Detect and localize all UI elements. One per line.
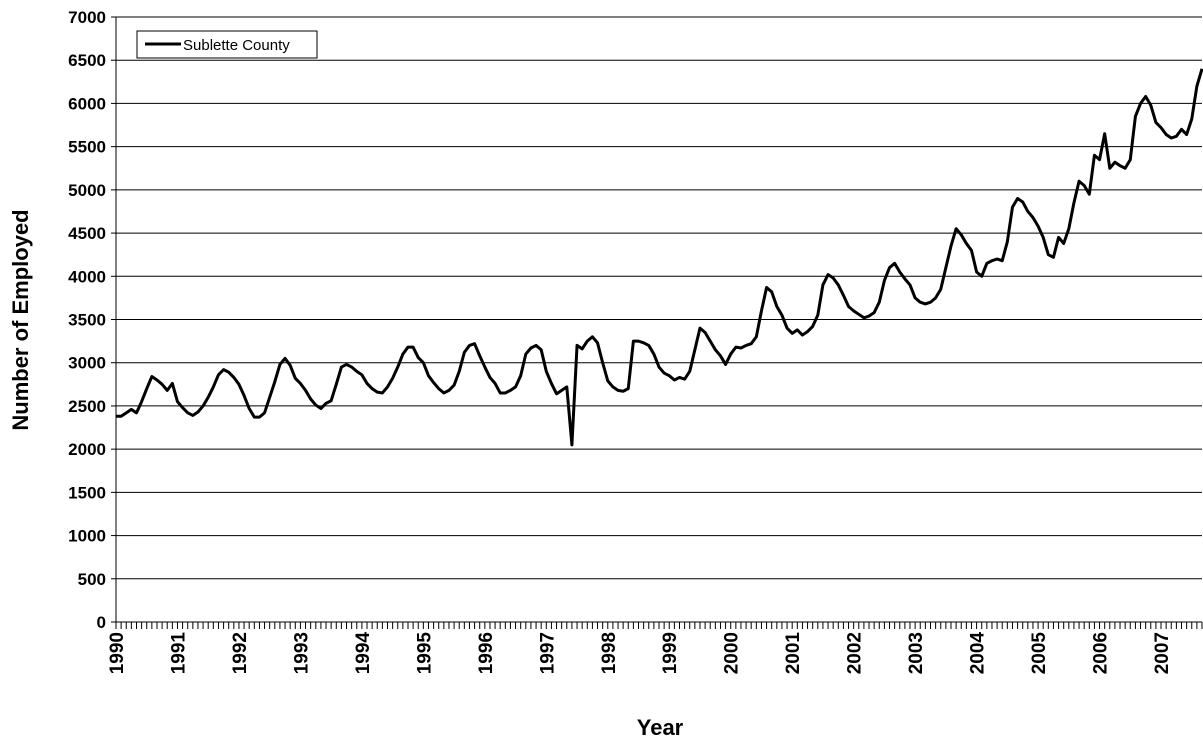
y-tick-label: 2500 — [68, 397, 106, 416]
y-tick-label: 2000 — [68, 440, 106, 459]
y-tick-label: 3000 — [68, 354, 106, 373]
x-tick-label: 2004 — [968, 632, 989, 675]
y-tick-label: 1000 — [68, 527, 106, 546]
x-tick-label: 2006 — [1091, 632, 1112, 674]
y-axis-label: Number of Employed — [8, 209, 33, 430]
x-tick-label: 1997 — [537, 632, 558, 674]
y-tick-label: 5500 — [68, 138, 106, 157]
y-tick-label: 0 — [97, 613, 106, 632]
x-tick-label: 1991 — [168, 632, 189, 675]
x-tick-label: 1993 — [291, 632, 312, 674]
y-tick-label: 3500 — [68, 311, 106, 330]
legend-label: Sublette County — [183, 37, 290, 54]
y-tick-label: 4500 — [68, 224, 106, 243]
x-tick-label: 1992 — [230, 632, 251, 674]
x-tick-label: 1998 — [599, 632, 620, 674]
y-tick-label: 1500 — [68, 483, 106, 502]
x-tick-label: 1996 — [476, 632, 497, 674]
x-tick-label: 2000 — [722, 632, 743, 674]
y-tick-label: 6000 — [68, 94, 106, 113]
x-tick-label: 1994 — [353, 632, 374, 675]
x-tick-label: 1999 — [660, 632, 681, 674]
x-tick-label: 2001 — [783, 632, 804, 675]
x-tick-label: 2003 — [906, 632, 927, 674]
y-tick-label: 500 — [78, 570, 106, 589]
x-tick-label: 2007 — [1152, 632, 1173, 674]
y-tick-label: 5000 — [68, 181, 106, 200]
data-line — [116, 68, 1203, 447]
x-tick-label: 1995 — [414, 632, 435, 675]
y-tick-label: 6500 — [68, 51, 106, 70]
y-tick-label: 7000 — [68, 8, 106, 27]
x-tick-label: 2005 — [1029, 632, 1050, 675]
y-tick-label: 4000 — [68, 267, 106, 286]
x-axis-label: Year — [637, 715, 684, 740]
x-tick-label: 1990 — [107, 632, 128, 674]
x-tick-label: 2002 — [845, 632, 866, 674]
